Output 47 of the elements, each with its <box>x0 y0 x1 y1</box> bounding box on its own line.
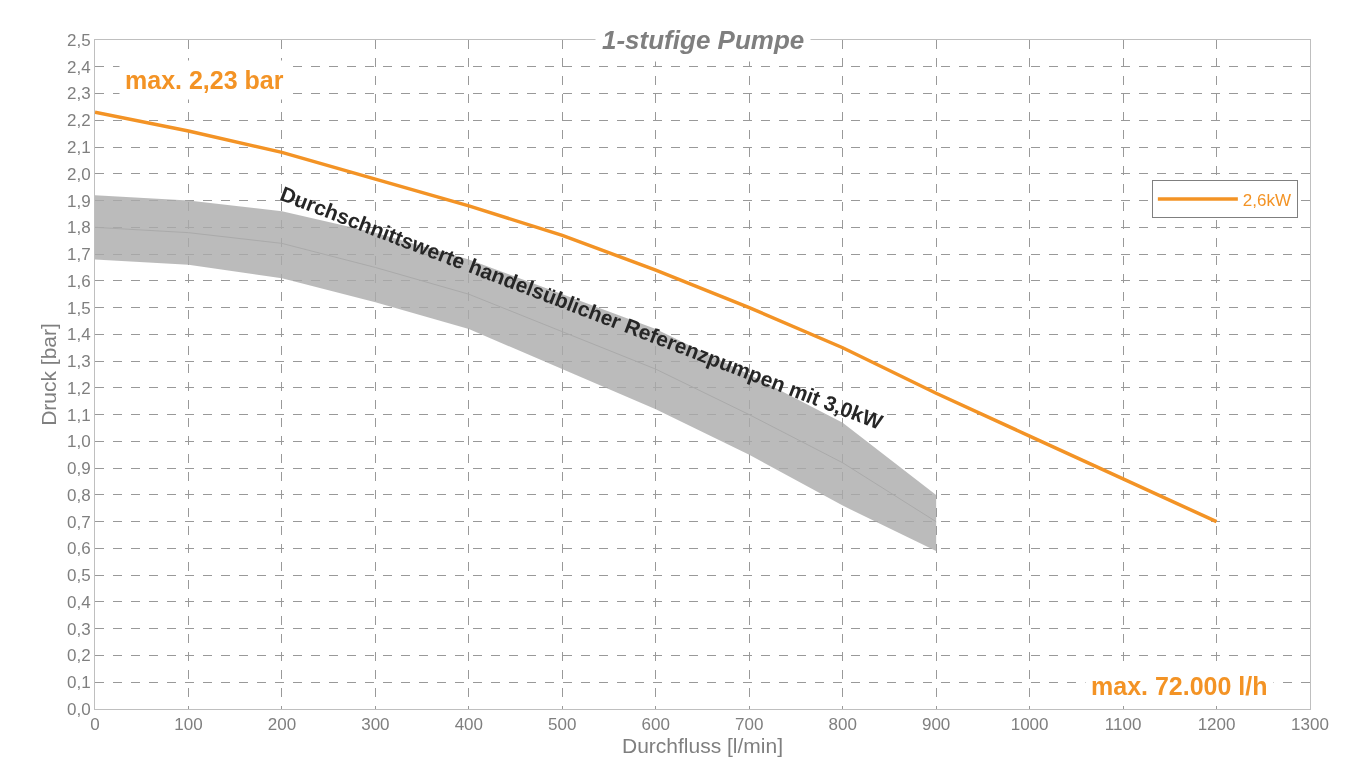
y-tick-label: 1,0 <box>66 432 91 452</box>
x-tick-label: 900 <box>921 715 951 735</box>
y-tick-label: 0,5 <box>66 566 91 586</box>
line-series <box>95 110 1219 524</box>
y-tick-label: 2,5 <box>66 30 91 50</box>
x-tick-label: 800 <box>828 715 857 735</box>
x-tick-label: 1200 <box>1197 715 1236 735</box>
y-tick-label: 2,3 <box>66 84 91 104</box>
annotation: max. 2,23 bar <box>125 66 284 94</box>
x-tick-label: 1100 <box>1104 715 1142 735</box>
y-tick-label: 0,3 <box>66 619 91 639</box>
y-tick-label: 2,4 <box>66 57 91 77</box>
y-tick-label: 2,0 <box>66 164 91 184</box>
y-tick-label: 1,3 <box>66 352 91 372</box>
y-tick-label: 1,2 <box>66 378 91 398</box>
x-tick-label: 300 <box>361 715 390 735</box>
x-tick-label: 1300 <box>1291 715 1329 735</box>
chart-title: 1-stufige Pumpe <box>602 25 805 55</box>
x-tick-label: 200 <box>267 715 297 735</box>
y-tick-label: 0,4 <box>66 592 91 612</box>
x-tick-label: 500 <box>548 715 577 735</box>
y-tick-label: 2,1 <box>66 137 91 157</box>
y-tick-label: 1,7 <box>66 245 91 265</box>
y-tick-label: 1,8 <box>66 218 91 238</box>
y-tick-label: 2,2 <box>66 111 91 131</box>
y-axis-title: Druck [bar] <box>37 323 61 426</box>
x-axis-title: Durchfluss [l/min] <box>621 734 784 758</box>
y-tick-label: 0,2 <box>66 646 91 666</box>
y-tick-label: 0,0 <box>66 699 91 719</box>
x-tick-label: 700 <box>735 715 764 735</box>
y-tick-label: 0,6 <box>66 539 91 559</box>
x-tick-label: 1000 <box>1010 715 1049 735</box>
legend-label: 2,6kW <box>1242 190 1292 210</box>
x-tick-label: 100 <box>174 715 203 735</box>
y-tick-label: 0,1 <box>66 673 91 693</box>
x-tick-label: 400 <box>454 715 484 735</box>
y-tick-label: 1,9 <box>66 191 91 211</box>
y-tick-label: 1,5 <box>66 298 91 318</box>
y-tick-label: 1,1 <box>66 405 91 425</box>
y-tick-label: 1,6 <box>66 271 91 291</box>
annotation: max. 72.000 l/h <box>1091 672 1268 700</box>
x-tick-label: 0 <box>90 715 100 735</box>
y-tick-label: 0,9 <box>66 459 91 479</box>
y-tick-label: 0,7 <box>66 512 91 532</box>
y-tick-label: 1,4 <box>66 325 91 345</box>
x-tick-label: 600 <box>641 715 670 735</box>
y-tick-label: 0,8 <box>66 485 91 505</box>
